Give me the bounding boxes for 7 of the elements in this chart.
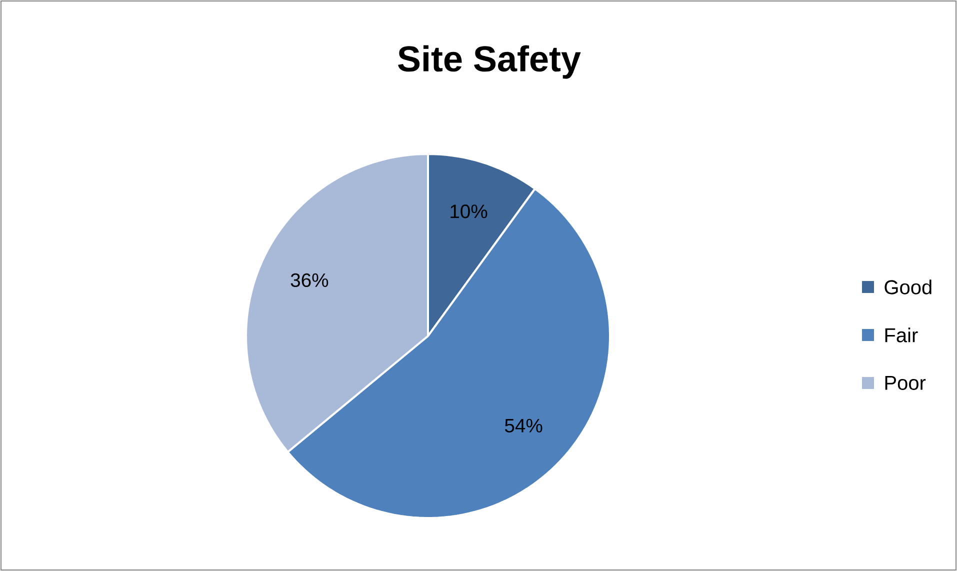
- data-label: 54%: [504, 418, 542, 432]
- legend-label: Good: [884, 280, 932, 294]
- data-label: 36%: [290, 273, 328, 288]
- legend-label: Fair: [885, 328, 918, 342]
- data-label: 10%: [450, 204, 488, 218]
- chart-title: Site Safety: [398, 45, 581, 79]
- legend-label: Poor: [885, 376, 926, 390]
